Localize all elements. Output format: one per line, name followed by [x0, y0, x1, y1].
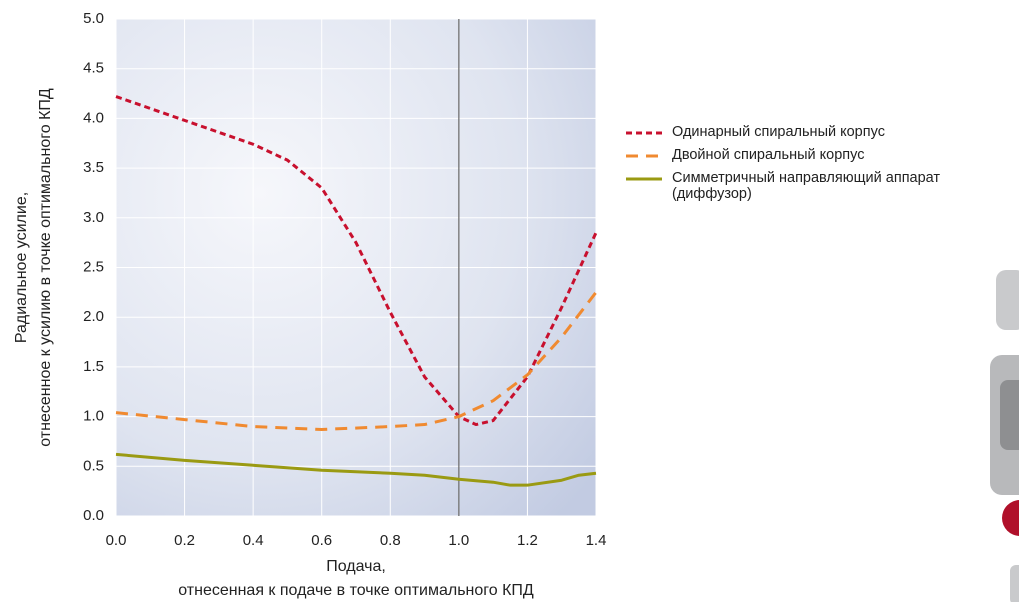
x-tick-label: 0.0: [106, 532, 127, 549]
y-tick-label: 5.0: [83, 10, 104, 27]
y-tick-label: 0.0: [83, 507, 104, 524]
y-tick-label: 3.5: [83, 159, 104, 176]
x-tick-label: 1.4: [586, 532, 607, 549]
y-tick-label: 0.5: [83, 457, 104, 474]
page: 0.0 0.5 1.0 1.5 2.0 2.5 3.0 3.5 4.0 4.5 5.0 0.0 0.2 0…: [0, 0, 1019, 602]
y-tick-label: 1.0: [83, 408, 104, 425]
y-tick-label: 2.0: [83, 308, 104, 325]
y-axis-label: отнесенное к усилию в точке оптимального…: [37, 88, 54, 447]
x-axis-label: отнесенная к подаче в точке оптимального…: [178, 582, 534, 599]
legend-label: Симметричный направляющий аппарат (диффу…: [672, 170, 1016, 202]
x-tick-label: 0.4: [243, 532, 264, 549]
legend: Одинарный спиральный корпус Двойной спира…: [624, 124, 1016, 209]
x-tick-label: 1.2: [517, 532, 538, 549]
legend-swatch: [624, 149, 664, 163]
x-tick-label: 1.0: [448, 532, 469, 549]
legend-swatch: [624, 172, 664, 186]
legend-item: Одинарный спиральный корпус: [624, 124, 1016, 140]
x-axis-label: Подача,: [326, 558, 386, 575]
legend-label: Двойной спиральный корпус: [672, 147, 864, 163]
legend-item: Двойной спиральный корпус: [624, 147, 1016, 163]
legend-item: Симметричный направляющий аппарат (диффу…: [624, 170, 1016, 202]
y-tick-label: 1.5: [83, 358, 104, 375]
x-tick-label: 0.2: [174, 532, 195, 549]
y-tick-label: 3.0: [83, 209, 104, 226]
y-tick-label: 2.5: [83, 258, 104, 275]
x-tick-label: 0.6: [311, 532, 332, 549]
legend-swatch: [624, 126, 664, 140]
y-axis-label: Радиальное усилие,: [13, 192, 30, 343]
pump-image: [990, 270, 1019, 602]
chart: 0.0 0.5 1.0 1.5 2.0 2.5 3.0 3.5 4.0 4.5 5.0 0.0 0.2 0…: [0, 0, 1019, 602]
y-tick-label: 4.0: [83, 109, 104, 126]
y-tick-label: 4.5: [83, 60, 104, 77]
legend-label: Одинарный спиральный корпус: [672, 124, 885, 140]
x-tick-label: 0.8: [380, 532, 401, 549]
